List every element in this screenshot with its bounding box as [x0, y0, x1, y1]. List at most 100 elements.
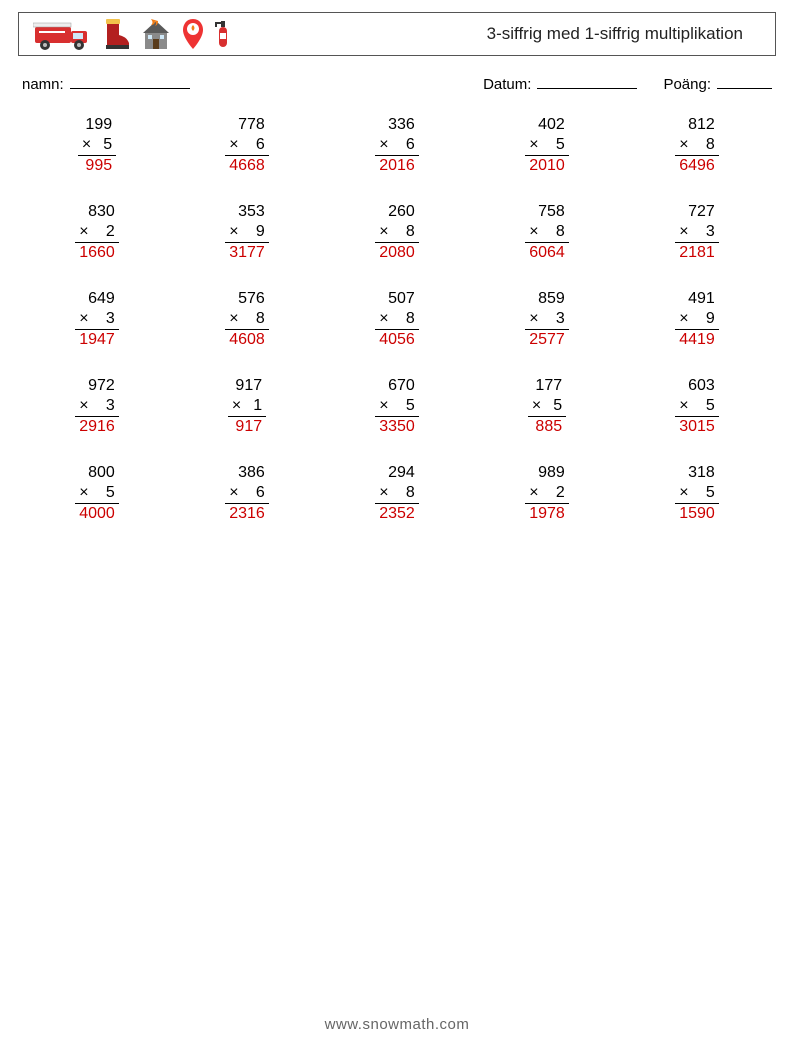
problem: 830×21660 — [26, 202, 168, 263]
operator: × — [679, 483, 688, 503]
multiplicand: 507 — [375, 289, 419, 309]
answer: 3015 — [675, 417, 719, 437]
multiplier: 5 — [406, 396, 415, 416]
problem-stack: 972×32916 — [75, 376, 119, 437]
multiplier: 8 — [406, 222, 415, 242]
problem: 386×62316 — [176, 463, 318, 524]
answer: 3350 — [375, 417, 419, 437]
multiplier: 5 — [556, 135, 565, 155]
answer: 4419 — [675, 330, 719, 350]
problem: 177×5885 — [476, 376, 618, 437]
problem: 917×1917 — [176, 376, 318, 437]
answer: 2577 — [525, 330, 569, 350]
operator: × — [679, 222, 688, 242]
multiplier: 9 — [256, 222, 265, 242]
multiplier: 5 — [103, 135, 112, 155]
score-blank — [717, 74, 772, 89]
multiplier-row: ×5 — [528, 396, 566, 417]
multiplicand: 859 — [525, 289, 569, 309]
multiplier: 5 — [706, 483, 715, 503]
answer: 2080 — [375, 243, 419, 263]
worksheet-page: 3-siffrig med 1-siffrig multiplikation n… — [0, 0, 794, 528]
multiplicand: 649 — [75, 289, 119, 309]
multiplier-row: ×6 — [375, 135, 419, 156]
problem-stack: 670×53350 — [375, 376, 419, 437]
meta-row: namn: Datum: Poäng: — [18, 74, 776, 111]
operator: × — [529, 135, 538, 155]
problem-stack: 830×21660 — [75, 202, 119, 263]
problem-stack: 758×86064 — [525, 202, 569, 263]
multiplicand: 294 — [375, 463, 419, 483]
operator: × — [379, 483, 388, 503]
problem-stack: 294×82352 — [375, 463, 419, 524]
multiplier-row: ×3 — [75, 309, 119, 330]
footer-url: www.snowmath.com — [325, 1016, 470, 1033]
multiplier: 6 — [256, 135, 265, 155]
problem-stack: 576×84608 — [225, 289, 269, 350]
problem-stack: 917×1917 — [228, 376, 266, 437]
problem: 507×84056 — [326, 289, 468, 350]
answer: 4668 — [225, 156, 269, 176]
operator: × — [229, 483, 238, 503]
multiplier-row: ×5 — [675, 396, 719, 417]
problem: 800×54000 — [26, 463, 168, 524]
multiplicand: 989 — [525, 463, 569, 483]
problem: 778×64668 — [176, 115, 318, 176]
date-label: Datum: — [483, 76, 531, 93]
problem-stack: 318×51590 — [675, 463, 719, 524]
multiplier-row: ×5 — [75, 483, 119, 504]
operator: × — [379, 222, 388, 242]
multiplier: 8 — [406, 483, 415, 503]
operator: × — [532, 396, 541, 416]
problem: 294×82352 — [326, 463, 468, 524]
problem: 491×94419 — [626, 289, 768, 350]
multiplier: 6 — [256, 483, 265, 503]
multiplicand: 336 — [375, 115, 419, 135]
operator: × — [529, 222, 538, 242]
extinguisher-icon — [213, 17, 233, 51]
answer: 2916 — [75, 417, 119, 437]
firetruck-icon — [33, 17, 93, 51]
multiplicand: 778 — [225, 115, 269, 135]
problems-grid: 199×5995778×64668336×62016402×52010812×8… — [18, 111, 776, 528]
problem: 727×32181 — [626, 202, 768, 263]
operator: × — [79, 396, 88, 416]
answer: 6064 — [525, 243, 569, 263]
problem: 402×52010 — [476, 115, 618, 176]
answer: 4608 — [225, 330, 269, 350]
problem-stack: 353×93177 — [225, 202, 269, 263]
problem-stack: 800×54000 — [75, 463, 119, 524]
footer: www.snowmath.com — [0, 1016, 794, 1033]
multiplicand: 917 — [228, 376, 266, 396]
multiplier-row: ×8 — [225, 309, 269, 330]
header-box: 3-siffrig med 1-siffrig multiplikation — [18, 12, 776, 56]
answer: 4000 — [75, 504, 119, 524]
answer: 1660 — [75, 243, 119, 263]
multiplicand: 812 — [675, 115, 719, 135]
problem: 972×32916 — [26, 376, 168, 437]
multiplier: 2 — [556, 483, 565, 503]
multiplicand: 758 — [525, 202, 569, 222]
multiplier: 8 — [706, 135, 715, 155]
problem-stack: 260× 82080 — [375, 202, 419, 263]
score-label: Poäng: — [663, 76, 711, 93]
operator: × — [679, 396, 688, 416]
multiplier-row: ×5 — [78, 135, 116, 156]
multiplicand: 260 — [375, 202, 419, 222]
answer: 995 — [78, 156, 116, 176]
burning-house-icon — [139, 17, 173, 51]
location-fire-icon — [181, 17, 205, 51]
problem: 859×32577 — [476, 289, 618, 350]
problem: 603×53015 — [626, 376, 768, 437]
multiplier-row: ×2 — [75, 222, 119, 243]
operator: × — [379, 135, 388, 155]
operator: × — [79, 483, 88, 503]
answer: 4056 — [375, 330, 419, 350]
multiplier-row: ×8 — [675, 135, 719, 156]
name-blank — [70, 74, 190, 89]
problem-stack: 727×32181 — [675, 202, 719, 263]
problem-stack: 778×64668 — [225, 115, 269, 176]
multiplicand: 670 — [375, 376, 419, 396]
multiplier-row: ×5 — [375, 396, 419, 417]
multiplier-row: ×1 — [228, 396, 266, 417]
